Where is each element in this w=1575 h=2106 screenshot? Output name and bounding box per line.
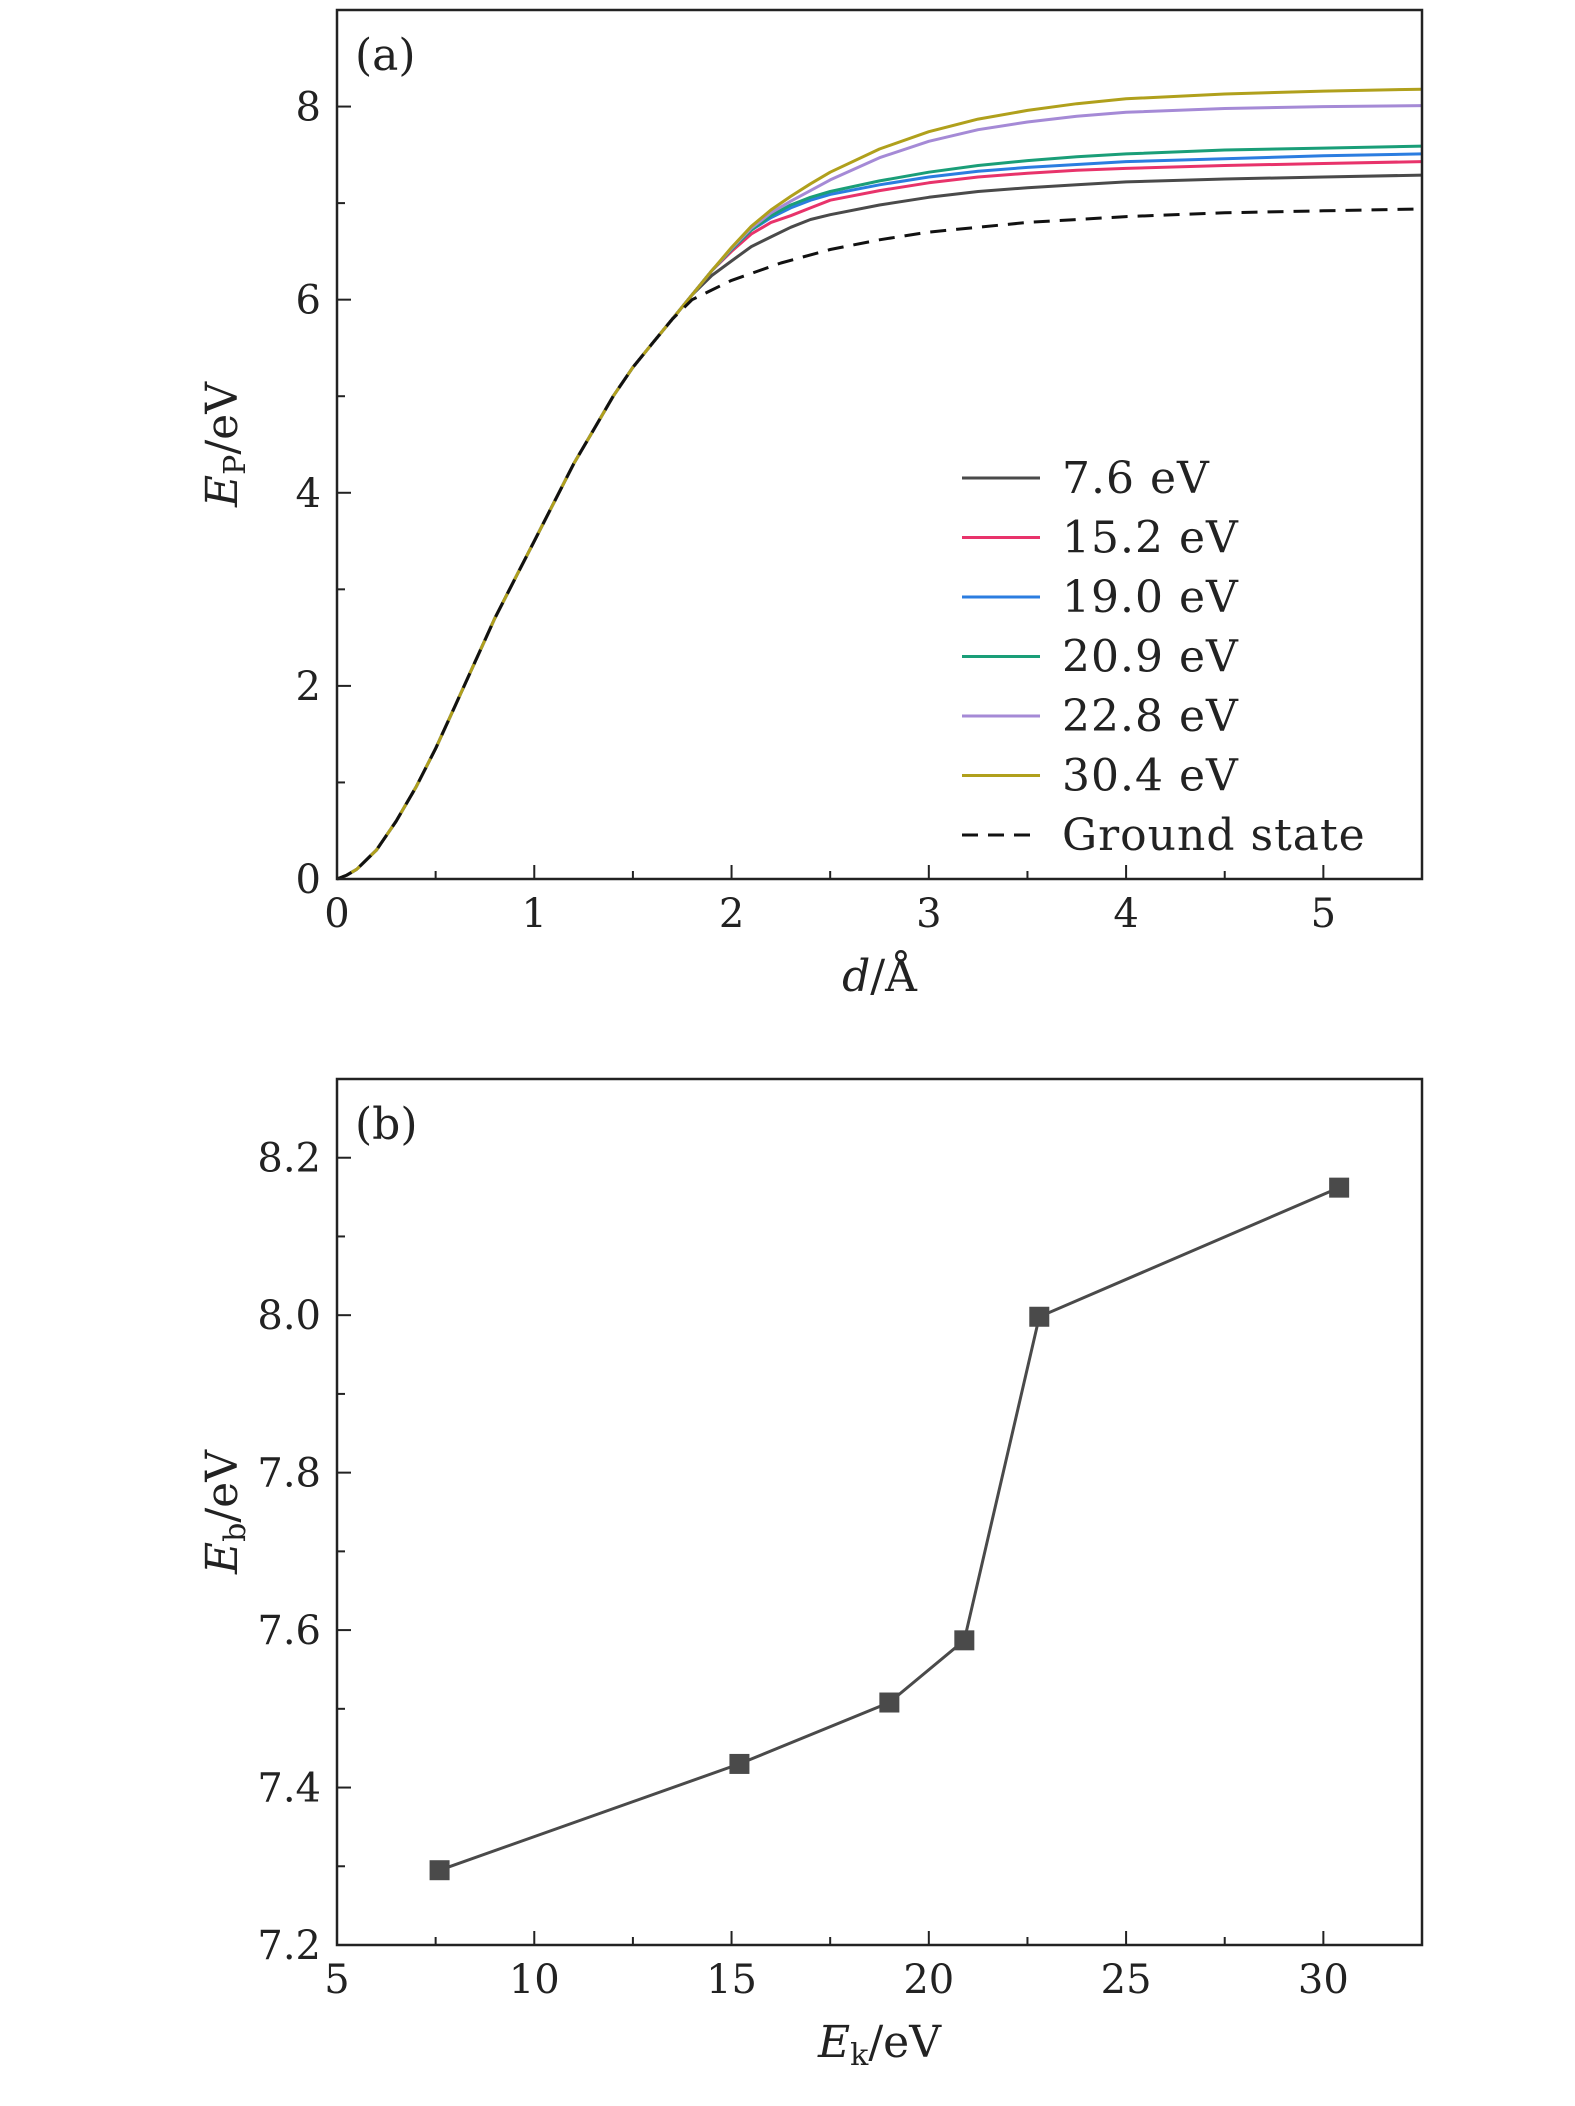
panel-b-ticks: 5 10 15 20 25 30 7.2 7.4 7.6 7.8 8.0 8.2: [257, 1078, 1423, 2003]
panel-b-y-axis-title-subscript: b: [218, 1523, 253, 1542]
legend-entry-label: 30.4 eV: [1062, 751, 1239, 802]
legend-entry-label: 15.2 eV: [1062, 513, 1239, 564]
panel-b-y-axis-title: Eb/eV: [197, 1449, 253, 1575]
y-tick-label: 7.2: [257, 1923, 321, 1969]
y-tick-label: 7.8: [257, 1451, 321, 1497]
series-line: [336, 207, 1423, 881]
y-tick-label: 7.4: [257, 1766, 321, 1812]
y-tick-label: 8.0: [257, 1293, 321, 1339]
y-tick-label: 8.2: [257, 1136, 321, 1182]
y-tick-label: 8: [296, 85, 321, 131]
y-tick-label: 7.6: [257, 1608, 321, 1654]
x-tick-label: 2: [719, 891, 744, 937]
panel-a-y-axis-title-unit: /eV: [197, 381, 248, 455]
panel-b-y-axis-title-unit: /eV: [197, 1449, 248, 1523]
panel-a-x-axis-title: d/Å: [842, 949, 918, 1002]
legend-entry-label: 20.9 eV: [1062, 632, 1239, 683]
legend-entry-label: Ground state: [1062, 810, 1366, 861]
x-tick-label: 0: [324, 891, 349, 937]
data-point-marker: [1029, 1306, 1050, 1327]
x-tick-label: 30: [1298, 1957, 1349, 2003]
legend-entry-label: 22.8 eV: [1062, 691, 1239, 742]
series-line: [336, 87, 1423, 881]
panel-b-x-axis-title-symbol: E: [817, 2017, 850, 2068]
y-tick-label: 0: [296, 857, 321, 903]
series-line: [336, 152, 1423, 881]
panel-b-chart: 5 10 15 20 25 307.27.47.67.88.08.2 (b) Ek/eV …: [197, 1077, 1424, 2073]
x-tick-label: 5: [324, 1957, 349, 2003]
data-point-marker: [1329, 1177, 1350, 1198]
panel-a-y-axis-title-subscript: P: [218, 455, 253, 475]
series-line: [439, 1186, 1340, 1872]
y-tick-label: 4: [296, 471, 321, 517]
data-point-marker: [879, 1692, 900, 1713]
legend-entry-label: 7.6 eV: [1062, 453, 1210, 504]
x-tick-label: 10: [509, 1957, 560, 2003]
legend-entry-label: 19.0 eV: [1062, 572, 1239, 623]
x-tick-label: 3: [916, 891, 941, 937]
data-point-marker: [429, 1860, 450, 1881]
y-tick-label: 6: [296, 278, 321, 324]
panel-a-chart: 0 1 2 3 4 5 0 2 4 6 8 (a) 7.6 eV 15.2 eV 19.0 eV 20.9…: [197, 8, 1424, 1002]
panel-a-label: (a): [355, 30, 416, 81]
panel-a-series-lines: [336, 87, 1423, 881]
data-point-marker: [954, 1630, 975, 1651]
x-tick-label: 1: [522, 891, 547, 937]
x-tick-label: 15: [706, 1957, 757, 2003]
panel-b-x-axis-title-subscript: k: [850, 2038, 869, 2073]
series-line: [336, 160, 1423, 881]
series-line: [336, 144, 1423, 881]
panel-a-ticks: 0 1 2 3 4 5 0 2 4 6 8: [296, 9, 1423, 937]
x-tick-label: 20: [903, 1957, 954, 2003]
x-tick-label: 4: [1113, 891, 1138, 937]
panel-b-label: (b): [355, 1099, 418, 1150]
panel-a-x-axis-title-unit: /Å: [870, 949, 918, 1002]
panel-b-x-axis-title: Ek/eV: [817, 2017, 942, 2073]
panel-a-x-axis-title-symbol: d: [842, 951, 870, 1002]
panel-a-y-axis-title-symbol: E: [197, 475, 248, 508]
series-line: [336, 173, 1423, 881]
panel-a-legend: 7.6 eV 15.2 eV 19.0 eV 20.9 eV 22.8 eV 30.4 e…: [962, 453, 1366, 861]
panel-b-series-line: [439, 1186, 1340, 1872]
series-line: [336, 104, 1423, 881]
panel-b-frame: [335, 1077, 1424, 1947]
x-tick-label: 25: [1101, 1957, 1152, 2003]
panel-a-frame: [335, 8, 1424, 881]
x-tick-label: 5: [1311, 891, 1336, 937]
data-point-marker: [729, 1753, 750, 1774]
panel-b-y-axis-title-symbol: E: [197, 1542, 248, 1575]
y-tick-label: 2: [296, 664, 321, 710]
panel-b-x-axis-title-unit: /eV: [868, 2017, 942, 2068]
panel-b-markers: [429, 1177, 1350, 1881]
panel-a-y-axis-title: EP/eV: [197, 381, 253, 508]
